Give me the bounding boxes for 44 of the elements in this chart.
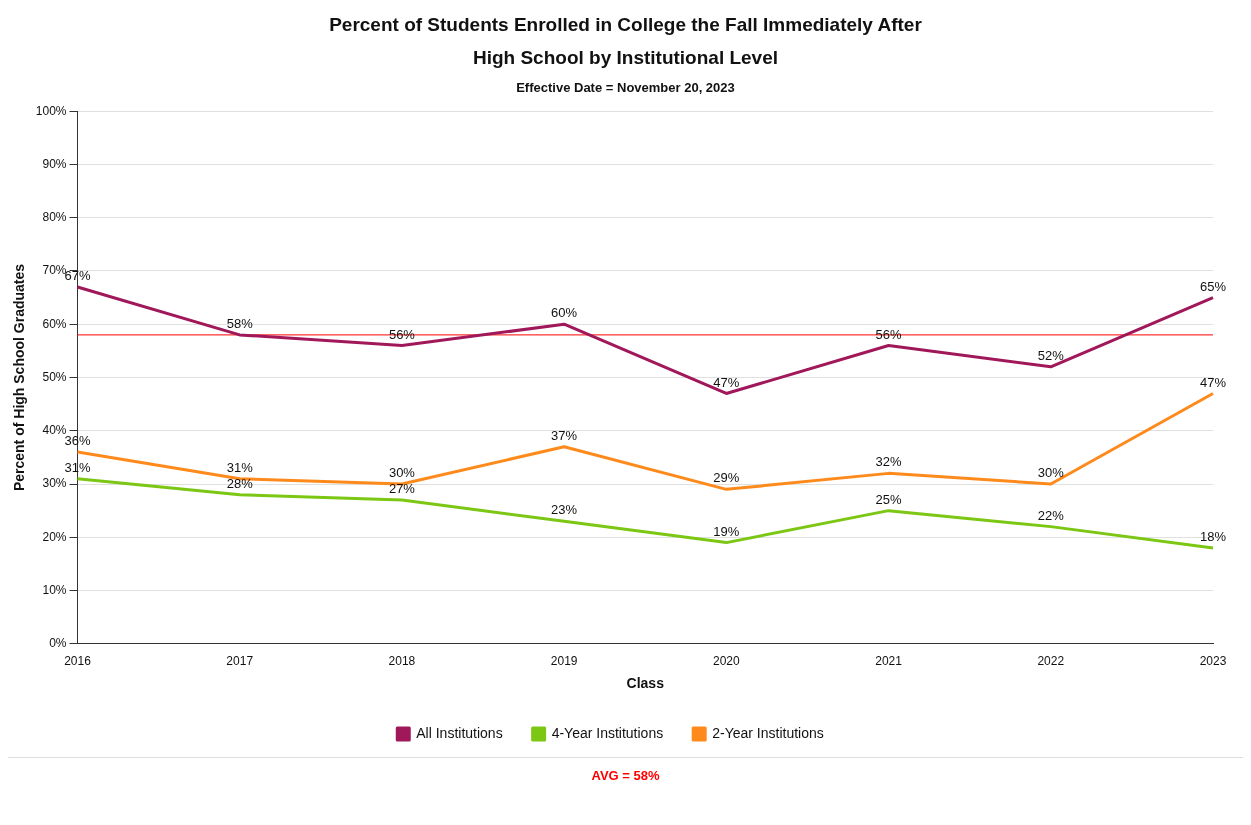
x-tick-label: 2022: [1037, 654, 1065, 669]
data-label: 30%: [1037, 465, 1065, 481]
y-tick-label: 0%: [49, 636, 67, 651]
data-label: 28%: [226, 475, 254, 491]
data-label: 18%: [1199, 529, 1227, 545]
legend-label: All Institutions: [416, 724, 503, 741]
data-label: 22%: [1037, 507, 1065, 523]
data-label: 47%: [1199, 374, 1227, 390]
y-tick-label: 80%: [42, 210, 67, 225]
y-tick-label: 50%: [42, 369, 67, 384]
y-axis-title: Percent of High School Graduates: [11, 263, 28, 492]
x-tick-label: 2023: [1199, 654, 1227, 669]
y-tick-label: 100%: [35, 103, 67, 118]
data-label: 37%: [551, 427, 578, 443]
legend-label: 4-Year Institutions: [551, 724, 664, 741]
ref-line-label: AVG = 58%: [590, 768, 661, 783]
x-tick-label: 2019: [550, 654, 578, 669]
data-label: 32%: [875, 454, 903, 470]
x-tick-label: 2017: [226, 654, 254, 669]
y-tick-label: 90%: [42, 156, 67, 171]
x-tick-label: 2021: [875, 654, 903, 669]
x-tick-label: 2016: [64, 654, 92, 669]
data-label: 25%: [875, 491, 903, 507]
data-label: 29%: [713, 470, 740, 486]
data-label: 23%: [551, 502, 578, 518]
y-tick-label: 30%: [42, 476, 67, 491]
x-tick-label: 2018: [388, 654, 416, 669]
data-label: 60%: [551, 305, 578, 321]
y-tick-label: 10%: [42, 582, 67, 597]
x-tick-label: 2020: [713, 654, 741, 669]
data-label: 65%: [1199, 278, 1227, 294]
data-label: 52%: [1037, 347, 1065, 363]
chart-title: Percent of Students Enrolled in College the Fall Immediately After High School by Institutional Level: [328, 13, 923, 70]
x-axis-title: Class: [626, 675, 665, 692]
data-label: 58%: [226, 315, 254, 331]
data-label: 31%: [226, 459, 254, 475]
y-tick-label: 20%: [42, 529, 67, 544]
legend-label: 2-Year Institutions: [712, 724, 824, 741]
data-label: 47%: [713, 374, 740, 390]
chart-subtitle: Effective Date = November 20, 2023: [515, 80, 736, 95]
data-label: 30%: [388, 465, 416, 481]
data-label: 27%: [388, 481, 416, 497]
data-label: 19%: [713, 523, 740, 539]
y-tick-label: 60%: [42, 316, 67, 331]
